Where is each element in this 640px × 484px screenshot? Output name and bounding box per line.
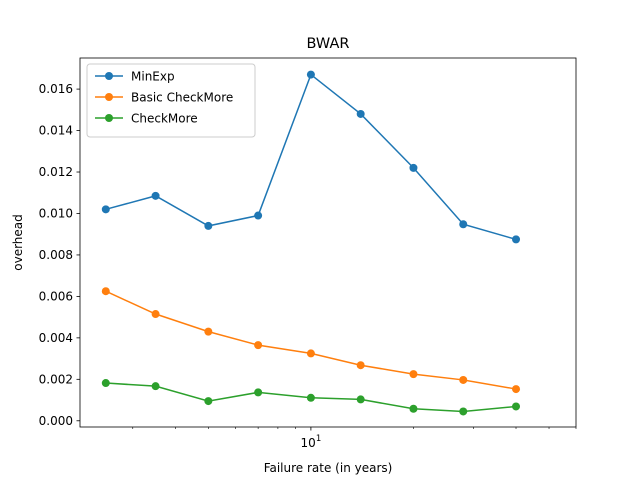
legend-marker bbox=[105, 72, 113, 80]
data-point bbox=[306, 393, 315, 402]
legend-label: MinExp bbox=[131, 70, 175, 84]
legend: MinExp Basic CheckMore CheckMore bbox=[86, 63, 256, 138]
data-point bbox=[306, 349, 315, 358]
y-tick-label: 0.012 bbox=[39, 165, 73, 179]
data-point bbox=[254, 211, 263, 220]
data-point bbox=[356, 109, 365, 118]
data-point bbox=[409, 163, 418, 172]
data-point bbox=[512, 235, 521, 244]
data-point bbox=[151, 191, 160, 200]
data-point bbox=[204, 397, 213, 406]
data-point bbox=[254, 388, 263, 397]
data-point bbox=[512, 402, 521, 411]
data-point bbox=[356, 361, 365, 370]
y-tick-label: 0.016 bbox=[39, 82, 73, 96]
data-point bbox=[459, 375, 468, 384]
y-tick-label: 0.002 bbox=[39, 372, 73, 386]
y-tick-label: 0.008 bbox=[39, 248, 73, 262]
legend-label: Basic CheckMore bbox=[131, 91, 233, 105]
data-point bbox=[409, 404, 418, 413]
chart-title: BWAR bbox=[307, 36, 350, 52]
data-point bbox=[459, 220, 468, 229]
data-point bbox=[204, 221, 213, 230]
data-point bbox=[101, 287, 110, 296]
legend-box bbox=[86, 63, 256, 138]
data-point bbox=[151, 382, 160, 391]
legend-marker bbox=[105, 114, 113, 122]
data-point bbox=[512, 385, 521, 394]
x-axis: 101 bbox=[132, 427, 577, 450]
x-axis-label: Failure rate (in years) bbox=[264, 461, 393, 475]
y-axis-label: overhead bbox=[11, 214, 25, 271]
x-tick-label: 101 bbox=[301, 434, 322, 450]
data-point bbox=[356, 395, 365, 404]
y-axis: 0.000 0.002 0.004 0.006 0.008 0.010 0.012 0.014… bbox=[39, 82, 80, 428]
legend-label: CheckMore bbox=[131, 112, 198, 126]
axes-frame bbox=[79, 57, 577, 428]
data-point bbox=[101, 379, 110, 388]
data-point bbox=[204, 327, 213, 336]
data-point bbox=[101, 205, 110, 214]
data-point bbox=[459, 407, 468, 416]
y-tick-label: 0.000 bbox=[39, 414, 73, 428]
data-point bbox=[254, 341, 263, 350]
data-point bbox=[306, 70, 315, 79]
data-point bbox=[151, 310, 160, 319]
y-tick-label: 0.006 bbox=[39, 289, 73, 303]
plot-area bbox=[101, 70, 521, 416]
y-tick-label: 0.014 bbox=[39, 124, 73, 138]
y-tick-label: 0.004 bbox=[39, 331, 73, 345]
data-point bbox=[409, 370, 418, 379]
legend-marker bbox=[105, 93, 113, 101]
y-tick-label: 0.010 bbox=[39, 206, 73, 220]
